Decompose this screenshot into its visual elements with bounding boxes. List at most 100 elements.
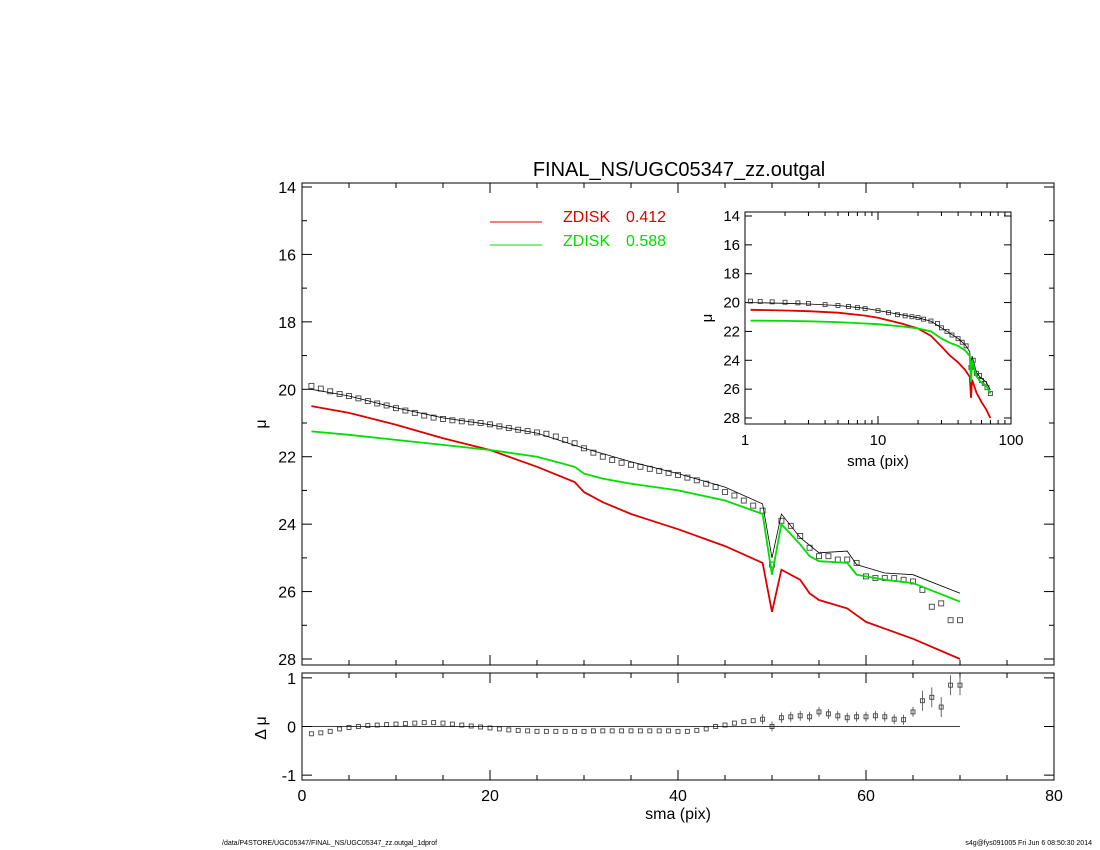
main-data-point xyxy=(703,480,710,487)
residual-residual-point xyxy=(666,728,672,734)
residual-residual-point xyxy=(337,726,343,732)
residual-residual-point xyxy=(675,728,681,734)
residual-residual-point xyxy=(647,728,653,734)
main-data-point xyxy=(383,402,390,409)
residual-residual-point xyxy=(374,722,380,728)
main-series xyxy=(308,382,963,660)
residual-residual-point xyxy=(619,728,625,734)
inset-data-point xyxy=(795,300,801,306)
x-tick-label: 20 xyxy=(481,788,499,805)
main-data-point xyxy=(411,409,418,416)
inset-y-tick-label: 24 xyxy=(723,352,740,369)
main-data-point xyxy=(430,414,437,421)
inset-data-point xyxy=(959,339,965,345)
inset-data-point xyxy=(806,300,811,306)
main-zdisk-0-412-line xyxy=(311,405,961,660)
main-data-point xyxy=(618,459,625,466)
residual-residual-point xyxy=(346,725,352,730)
main-model-line xyxy=(311,388,961,594)
main-y-tick-label: 22 xyxy=(278,450,296,467)
main-data-point xyxy=(797,532,804,539)
inset-data-point xyxy=(939,325,944,331)
main-y-tick-label: 28 xyxy=(278,652,296,669)
main-data-point xyxy=(957,617,963,624)
inset-x-axis-label: sma (pix) xyxy=(847,453,909,470)
residual-residual-point xyxy=(684,728,690,734)
main-data-point xyxy=(834,556,841,563)
main-data-point xyxy=(853,559,860,566)
residual-residual-point xyxy=(750,718,756,724)
inset-y-tick-label: 18 xyxy=(723,266,740,283)
residual-residual-point xyxy=(562,728,568,734)
inset-y-tick-label: 20 xyxy=(723,295,740,312)
residual-residual-point xyxy=(421,720,427,726)
main-data-point xyxy=(675,471,681,478)
inset-data-point xyxy=(977,372,982,378)
residual-residual-point xyxy=(581,728,587,734)
legend-label-red: ZDISK xyxy=(563,209,610,226)
residual-residual-point xyxy=(553,728,559,734)
main-data-point xyxy=(928,603,935,610)
main-data-point xyxy=(346,393,352,399)
residual-residual-point xyxy=(402,721,408,727)
residual-residual-point xyxy=(637,728,643,734)
main-data-point xyxy=(722,489,728,496)
main-panel: 14 16 18 20 22 24 26 28 μ xyxy=(253,180,1055,669)
main-data-point xyxy=(844,556,851,563)
inset-data-point xyxy=(955,336,961,342)
main-data-point xyxy=(825,553,832,560)
main-y-tick-label: 26 xyxy=(278,585,296,602)
inset-y-tick-label: 14 xyxy=(723,208,740,225)
main-data-point xyxy=(806,544,813,551)
residual-residual-point xyxy=(468,723,474,729)
main-data-point xyxy=(947,617,954,624)
main-data-point xyxy=(787,522,794,529)
inset-data-point xyxy=(782,299,788,305)
residual-residual-point xyxy=(449,721,455,727)
inset-x-tick-label: 10 xyxy=(870,432,887,449)
residual-residual-point xyxy=(543,728,549,734)
main-data-point xyxy=(496,423,503,430)
footer-timestamp: s4g@fys091005 Fri Jun 6 08:50:30 2014 xyxy=(965,840,1092,847)
residual-residual-point xyxy=(459,722,465,728)
main-data-point xyxy=(505,425,512,432)
inset-x-tick-label: 100 xyxy=(998,432,1023,449)
main-data-point xyxy=(665,469,672,476)
inset-y-tick-label: 22 xyxy=(723,323,740,340)
inset-data-point xyxy=(748,298,753,304)
main-data-point xyxy=(637,463,644,470)
main-data-point xyxy=(628,461,634,468)
main-data-point xyxy=(590,449,597,456)
residual-y-tick-label: 1 xyxy=(287,671,296,688)
main-y-axis-label: μ xyxy=(253,419,270,428)
x-axis-label: sma (pix) xyxy=(645,806,711,823)
residual-y-tick-label: 0 xyxy=(287,720,296,737)
main-data-point xyxy=(327,388,334,395)
inset-panel: 14 16 18 20 22 24 26 281 10 100 μ sma (pix) xyxy=(699,208,1024,470)
residual-residual-point xyxy=(572,728,578,734)
main-data-point xyxy=(731,492,738,499)
legend-label-green: ZDISK xyxy=(563,233,610,250)
legend-value-red: 0.412 xyxy=(626,209,666,226)
residual-residual-point xyxy=(609,728,615,734)
x-tick-label: 80 xyxy=(1045,788,1063,805)
residual-residual-point xyxy=(694,727,700,733)
residual-residual-point xyxy=(506,727,512,733)
residual-residual-point xyxy=(487,725,493,731)
inset-data-point xyxy=(987,391,993,396)
residual-residual-point xyxy=(384,722,390,728)
x-tick-label: 40 xyxy=(669,788,687,805)
inset-y-tick-label: 28 xyxy=(723,410,740,427)
inset-series xyxy=(748,298,993,419)
main-data-point xyxy=(609,457,616,464)
inset-data-point xyxy=(757,298,763,304)
main-y-tick-label: 18 xyxy=(278,315,296,332)
residual-y-tick-label: -1 xyxy=(282,768,296,785)
main-y-tick-label: 14 xyxy=(278,180,296,197)
main-data-point xyxy=(581,445,587,452)
residual-residual-point xyxy=(590,728,596,734)
main-y-tick-label: 24 xyxy=(278,517,296,534)
residual-residual-point xyxy=(515,727,521,733)
